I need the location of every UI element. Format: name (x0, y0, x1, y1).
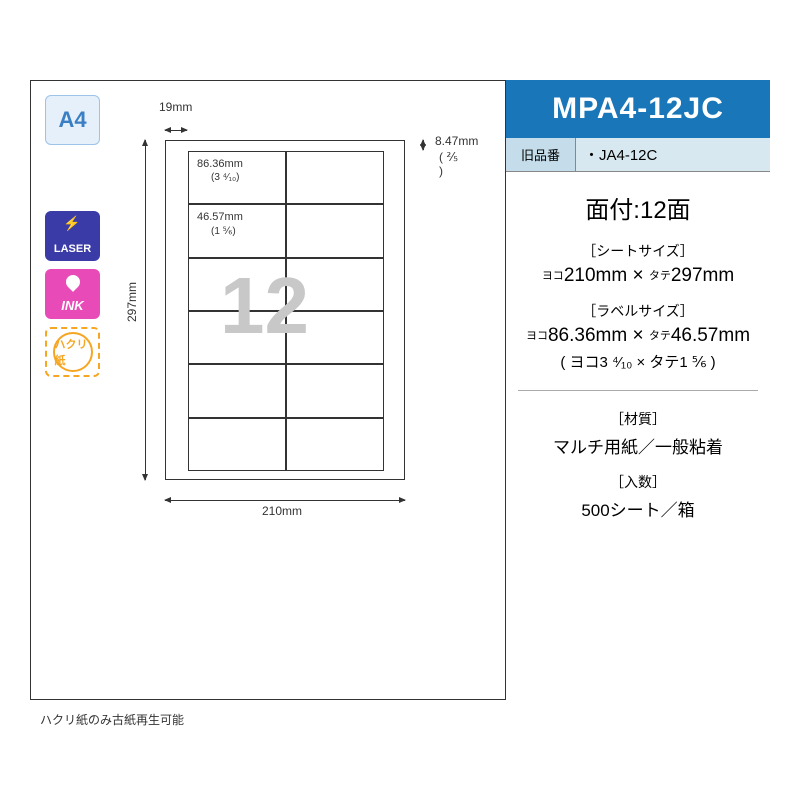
icon-column: A4 Color ⚡ LASER INK ハクリ紙 (45, 95, 100, 377)
hakuri-label: ハクリ紙 (53, 332, 93, 372)
color-icon: Color (45, 153, 100, 203)
spec-body: 面付:12面 ［シートサイズ］ ヨコ210mm × タテ297mm ［ラベルサイ… (506, 172, 770, 543)
laser-icon: ⚡ LASER (45, 211, 100, 261)
dim-sheet-width: 210mm (260, 504, 304, 518)
dim-label-height: 46.57mm (197, 211, 243, 223)
a4-icon: A4 (45, 95, 100, 145)
material-value: マルチ用紙／一般粘着 (518, 433, 758, 458)
hakuri-icon: ハクリ紙 (45, 327, 100, 377)
dim-label-width: 86.36mm (197, 158, 243, 170)
dim-margin-left: 19mm (157, 100, 194, 114)
dim-margin-top: 8.47mm (433, 134, 480, 148)
info-panel: MPA4-12JC 旧品番 ・JA4-12C 面付:12面 ［シートサイズ］ ヨ… (505, 80, 770, 700)
sheet-size-label: ［シートサイズ］ (518, 241, 758, 261)
label-cell (286, 204, 384, 257)
dim-margin-top-frac: ( ⅖ ) (437, 150, 465, 178)
label-cell: 86.36mm (3 ⁴⁄₁₀) (188, 151, 286, 204)
footnote: ハクリ紙のみ古紙再生可能 (40, 711, 184, 728)
a4-label: A4 (58, 107, 86, 133)
dim-label-width-frac: (3 ⁴⁄₁₀) (197, 172, 240, 183)
ink-label: INK (61, 298, 83, 313)
label-size-label: ［ラベルサイズ］ (518, 301, 758, 321)
qty-label: ［入数］ (518, 472, 758, 492)
laser-label: LASER (54, 243, 91, 255)
color-label: Color (45, 153, 100, 203)
label-cell (286, 151, 384, 204)
old-code-row: 旧品番 ・JA4-12C (506, 138, 770, 172)
label-cell (188, 418, 286, 471)
sheet-diagram: 19mm 8.47mm ( ⅖ ) 86.36mm (3 ⁴⁄₁₀) 46.57… (115, 90, 465, 650)
dim-sheet-height: 297mm (125, 280, 139, 324)
ink-icon: INK (45, 269, 100, 319)
spec-face-count: 面付:12面 (518, 190, 758, 225)
label-cell (188, 364, 286, 417)
label-size-imperial: ( ヨコ3 ⁴⁄₁₀ × タテ1 ⅚ ) (518, 351, 758, 372)
dim-label-height-frac: (1 ⅚) (197, 226, 236, 237)
label-size-value: ヨコ86.36mm × タテ46.57mm (518, 325, 758, 347)
label-cell: 46.57mm (1 ⅚) (188, 204, 286, 257)
face-count-number: 12 (220, 260, 309, 352)
old-code-label: 旧品番 (506, 138, 576, 171)
old-code-value: ・JA4-12C (576, 138, 770, 171)
product-code: MPA4-12JC (506, 80, 770, 138)
qty-value: 500シート／箱 (518, 496, 758, 521)
material-label: ［材質］ (518, 409, 758, 429)
label-cell (286, 418, 384, 471)
sheet-size-value: ヨコ210mm × タテ297mm (518, 265, 758, 287)
label-cell (286, 364, 384, 417)
